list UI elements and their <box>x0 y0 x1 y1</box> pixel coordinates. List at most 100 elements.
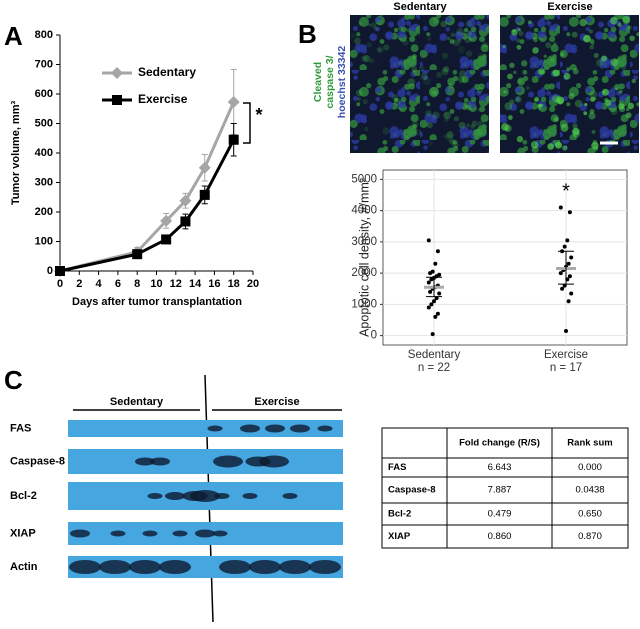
stain-spot <box>509 99 515 105</box>
stain-spot <box>443 134 448 139</box>
marker <box>180 216 191 227</box>
band <box>195 529 215 538</box>
x-tick-label: 10 <box>150 278 162 290</box>
marker <box>199 189 210 200</box>
stain-spot <box>449 138 455 145</box>
band <box>172 530 188 537</box>
panel-label: B <box>298 19 317 49</box>
x-tick-label: 16 <box>208 278 220 290</box>
line <box>59 139 236 273</box>
table-row-label: Bcl-2 <box>388 509 411 520</box>
marker <box>161 234 172 245</box>
marker <box>227 95 240 108</box>
band <box>219 560 251 574</box>
y-tick-label: 800 <box>35 29 53 41</box>
stain-spot <box>514 96 522 103</box>
stain-spot <box>517 28 521 32</box>
stain-spot <box>453 116 459 122</box>
micrograph <box>500 15 639 153</box>
stain-spot <box>563 72 571 80</box>
stain-spot <box>464 35 472 44</box>
table-header: Fold change (R/S) <box>459 438 540 449</box>
stain-spot <box>443 111 452 120</box>
stain-spot <box>545 42 552 49</box>
table-header: Rank sum <box>567 438 612 449</box>
stain-spot <box>518 30 524 36</box>
stain-spot <box>591 142 599 150</box>
table-cell: 0.000 <box>578 462 602 473</box>
stain-spot <box>560 52 565 57</box>
stain-spot <box>446 36 451 41</box>
stain-spot <box>370 22 377 28</box>
table-row-label: Caspase-8 <box>388 485 436 496</box>
stain-spot <box>631 78 636 84</box>
stain-spot <box>618 103 625 110</box>
legend-label: Exercise <box>138 92 188 106</box>
stain-spot <box>539 103 544 108</box>
stain-spot <box>572 123 578 129</box>
stain-spot <box>377 45 385 53</box>
x-tick-label: 0 <box>57 278 63 290</box>
point <box>562 244 567 249</box>
y-tick-label: 500 <box>35 117 53 129</box>
point <box>567 274 572 279</box>
stain-spot <box>419 65 425 72</box>
band <box>309 560 341 574</box>
stain-spot <box>432 111 440 119</box>
stain-spot <box>428 141 433 146</box>
stain-spot <box>411 55 417 60</box>
stain-spot <box>407 78 416 87</box>
stain-spot <box>610 58 619 67</box>
stain-spot <box>601 88 609 96</box>
point <box>426 280 431 285</box>
stain-spot <box>364 126 369 132</box>
stain-spot <box>621 64 626 70</box>
stain-spot <box>614 87 618 91</box>
stain-spot <box>533 37 538 43</box>
x-tick-label: 6 <box>115 278 121 290</box>
stain-spot <box>516 44 522 50</box>
y-tick-label: 2000 <box>351 267 377 279</box>
y-tick-label: 200 <box>35 206 53 218</box>
stain-spot <box>591 129 596 134</box>
point <box>435 311 440 316</box>
stain-spot <box>376 47 382 53</box>
point <box>426 305 431 310</box>
point <box>434 296 439 301</box>
stain-spot <box>501 123 509 131</box>
stain-spot <box>589 45 594 50</box>
stain-label: caspase 3/ <box>324 55 336 108</box>
stain-spot <box>482 42 489 49</box>
stain-spot <box>466 123 471 128</box>
image-title: Exercise <box>547 1 592 13</box>
stain-spot <box>532 47 539 54</box>
stain-spot <box>566 67 571 71</box>
band <box>150 457 170 466</box>
error-bar <box>558 250 574 285</box>
stain-spot <box>527 20 532 25</box>
band-label: FAS <box>10 422 31 434</box>
stain-spot <box>551 95 560 103</box>
stain-spot <box>443 66 450 73</box>
stain-spot <box>593 52 599 59</box>
stain-spot <box>618 89 623 94</box>
y-tick-label: 700 <box>35 58 53 70</box>
point <box>428 289 433 294</box>
stain-spot <box>440 20 447 28</box>
band <box>159 560 191 574</box>
stain-spot <box>627 25 632 30</box>
significance: * <box>255 105 262 125</box>
stain-spot <box>420 72 428 81</box>
band <box>259 455 289 468</box>
stain-spot <box>625 112 632 119</box>
stain-spot <box>589 90 598 99</box>
stain-spot <box>402 39 409 46</box>
point <box>560 286 565 291</box>
band <box>99 560 131 574</box>
x-tick-label: 20 <box>247 278 259 290</box>
stain-spot <box>516 38 521 43</box>
stain-spot <box>549 57 555 63</box>
table-cell: 0.479 <box>488 509 512 520</box>
stain-spot <box>595 59 604 67</box>
